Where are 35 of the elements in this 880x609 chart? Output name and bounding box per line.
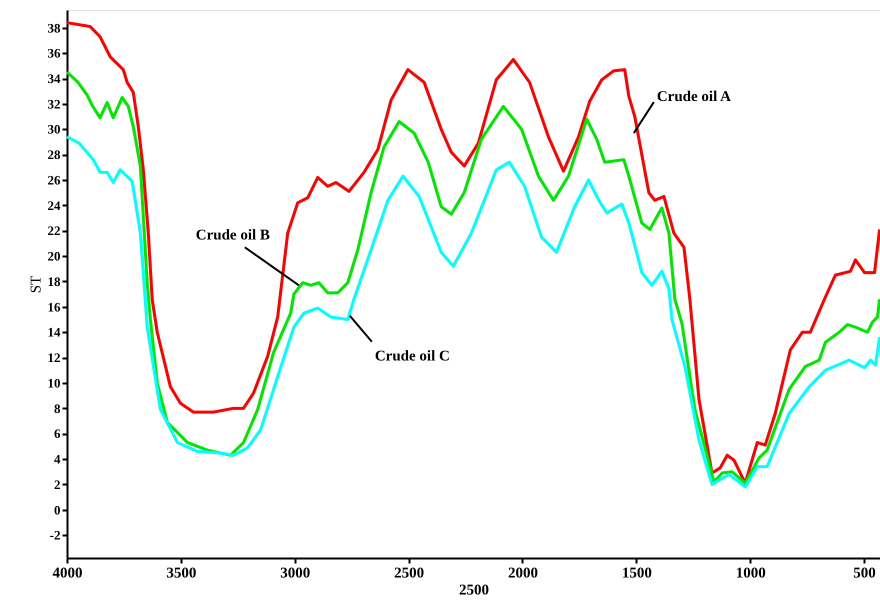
y-tick-label: 34 — [48, 71, 61, 86]
x-tick-label: 3500 — [166, 566, 196, 582]
y-tick-label: 0 — [54, 502, 60, 518]
y-tick-label: 6 — [54, 426, 61, 442]
y-tick-label: 24 — [48, 198, 61, 213]
y-tick-label: 20 — [48, 248, 60, 264]
y-tick-label: 8 — [54, 400, 61, 416]
x-tick-label: 3000 — [280, 566, 310, 582]
annotation: Crude oil A — [656, 89, 732, 106]
y-axis-title: ST — [28, 276, 44, 294]
y-tick-label: 28 — [48, 147, 61, 162]
annotation: Crude oil B — [196, 227, 270, 244]
y-tick-label: 38 — [48, 20, 61, 36]
x-tick-label: 500 — [853, 566, 876, 582]
y-tick-label: 2 — [54, 476, 60, 492]
y-tick-label: 32 — [48, 96, 60, 112]
y-tick-label: 10 — [48, 375, 60, 390]
x-tick-label: 2000 — [508, 566, 538, 582]
y-tick-label: 30 — [48, 122, 60, 137]
x-tick-label: 1500 — [622, 566, 652, 582]
x-tick-label: 2500 — [394, 566, 424, 582]
line-series — [66, 135, 880, 488]
x-axis-title: 2500 — [459, 582, 489, 598]
y-tick-label: 36 — [48, 46, 61, 61]
y-tick-label: 4 — [54, 452, 61, 467]
x-tick-label: 1000 — [736, 566, 766, 582]
y-tick-label: 16 — [48, 299, 61, 314]
y-tick-label: 18 — [48, 274, 61, 289]
y-tick-label: 26 — [48, 172, 61, 188]
y-tick-label: 22 — [48, 223, 60, 238]
y-tick-label: 14 — [48, 324, 61, 340]
y-tick-label: 12 — [48, 350, 60, 366]
x-tick-label: 4000 — [52, 566, 82, 582]
annotation: Crude oil C — [374, 348, 450, 365]
y-tick-label: -2 — [50, 528, 60, 543]
